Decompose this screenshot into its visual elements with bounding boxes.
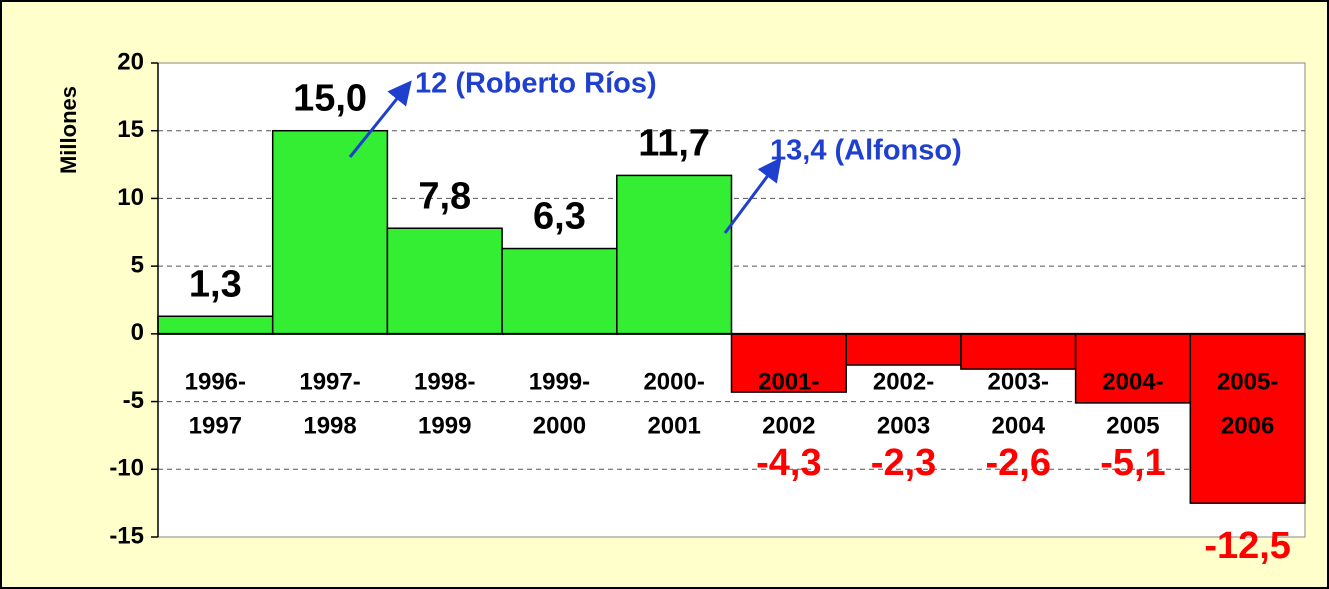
x-tick-label: 2003- <box>988 368 1049 395</box>
bar <box>616 174 733 335</box>
bar <box>1189 333 1306 504</box>
arrow <box>348 80 412 158</box>
value-label: -2,6 <box>986 442 1051 484</box>
value-label: 15,0 <box>293 78 367 120</box>
x-tick-label: 1998 <box>303 412 356 439</box>
arrow <box>723 157 782 234</box>
x-tick-label: 2005- <box>1217 368 1278 395</box>
x-tick-label: 2001 <box>647 412 700 439</box>
x-tick-label: 2006 <box>1221 412 1274 439</box>
x-tick-label: 2005 <box>1106 412 1159 439</box>
value-label: 7,8 <box>418 175 471 217</box>
x-tick-label: 1999 <box>418 412 471 439</box>
y-tick-label: 15 <box>117 116 144 143</box>
x-tick-label: 1998- <box>414 368 475 395</box>
x-tick-label: 2004- <box>1102 368 1163 395</box>
y-tick-label: 5 <box>131 251 144 278</box>
x-tick-label: 2003 <box>877 412 930 439</box>
value-label: -4,3 <box>756 442 821 484</box>
annotation: 13,4 (Alfonso) <box>770 135 962 167</box>
x-tick-label: 2001- <box>758 368 819 395</box>
x-tick-label: 2002- <box>873 368 934 395</box>
value-label: 6,3 <box>533 196 586 238</box>
x-tick-label: 1997- <box>299 368 360 395</box>
annotation: 12 (Roberto Ríos) <box>415 68 657 100</box>
bar <box>271 129 389 335</box>
y-axis-label: Millones <box>56 86 81 174</box>
value-label: -2,3 <box>871 442 936 484</box>
x-tick-label: 1997 <box>189 412 242 439</box>
value-label: 1,3 <box>189 263 242 305</box>
y-tick-label: 10 <box>117 184 144 211</box>
bar <box>1074 333 1192 404</box>
value-label: 11,7 <box>638 122 710 164</box>
bar <box>386 227 503 335</box>
x-tick-label: 2002 <box>762 412 815 439</box>
bar <box>845 333 962 366</box>
x-tick-label: 2000 <box>533 412 586 439</box>
y-tick-label: 20 <box>117 48 144 75</box>
y-tick-label: 0 <box>131 319 144 346</box>
bar <box>501 247 618 335</box>
y-tick-label: -5 <box>123 387 144 414</box>
bar <box>157 315 274 335</box>
value-label: -12,5 <box>1204 525 1291 567</box>
bar <box>960 333 1077 370</box>
x-tick-label: 2004 <box>992 412 1046 439</box>
value-label: -5,1 <box>1100 442 1165 484</box>
x-tick-label: 1996- <box>185 368 246 395</box>
y-tick-label: -10 <box>109 455 144 482</box>
x-tick-label: 2000- <box>643 368 704 395</box>
y-tick-label: -15 <box>109 522 144 549</box>
x-tick-label: 1999- <box>529 368 590 395</box>
